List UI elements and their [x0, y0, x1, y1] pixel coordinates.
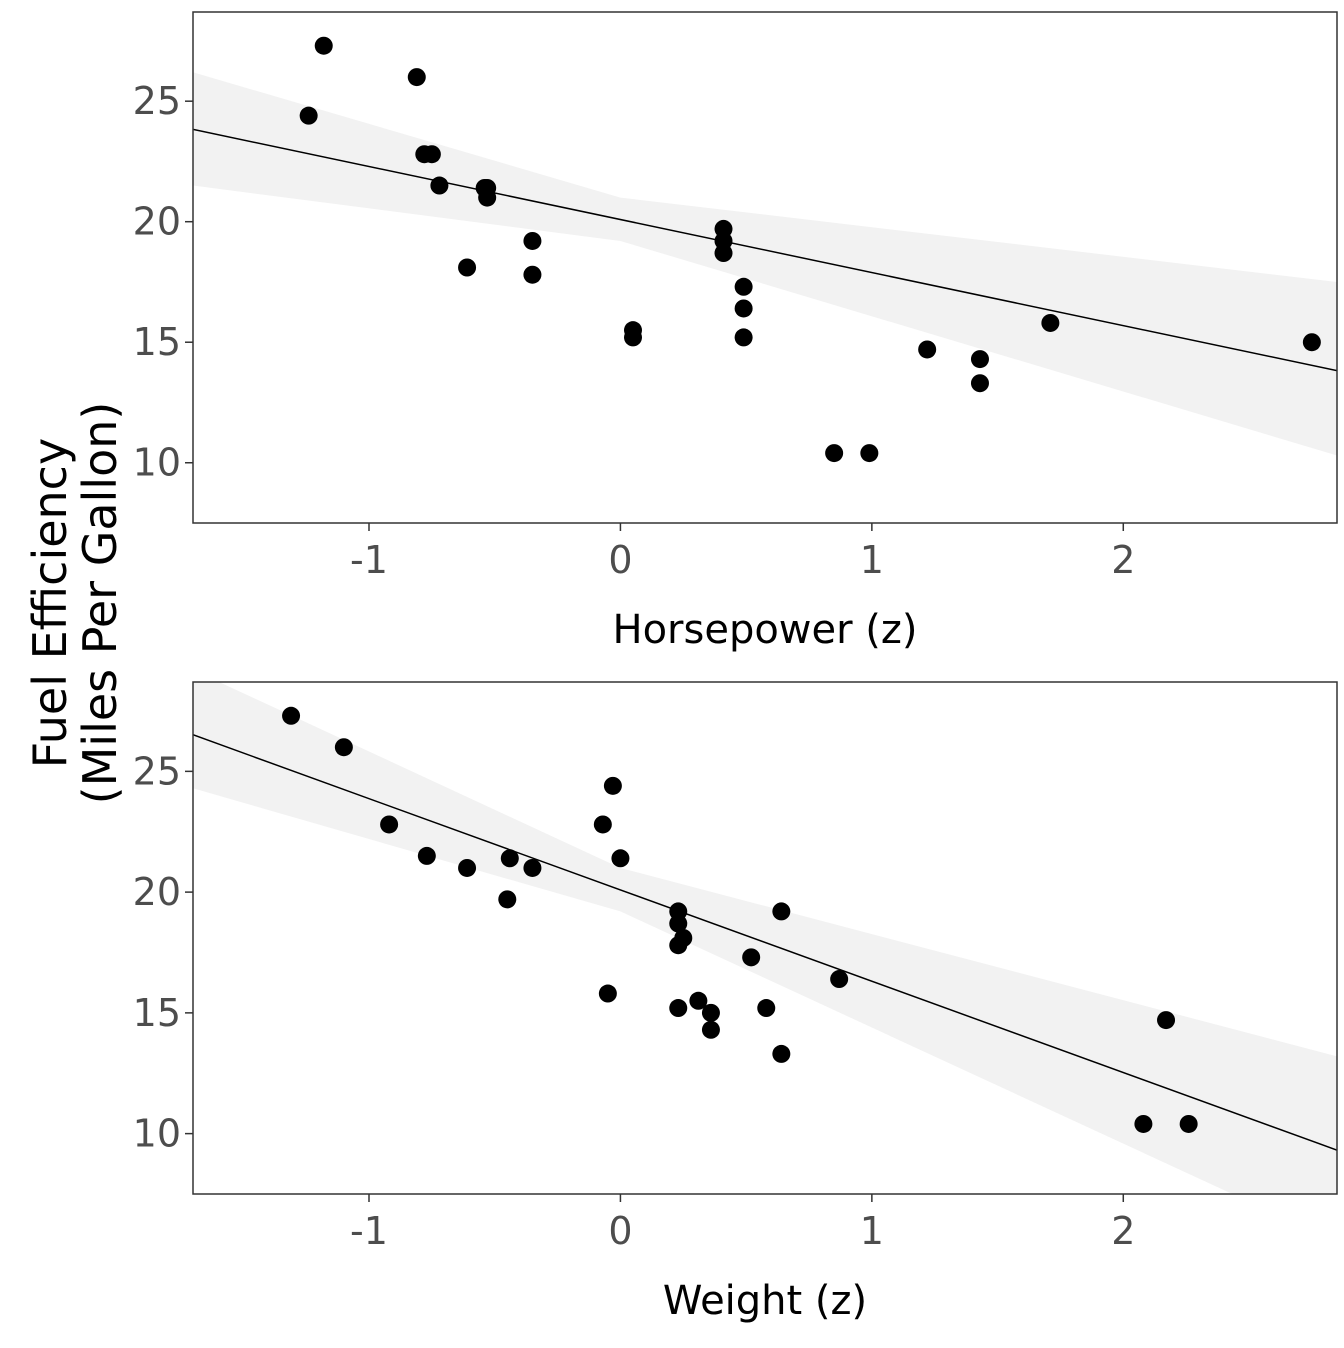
data-point: [458, 858, 477, 877]
data-point: [523, 231, 542, 250]
plot-area: [193, 682, 1337, 1194]
data-point: [757, 999, 776, 1018]
regression-line: [193, 734, 1337, 1151]
x-tick-label: -1: [350, 1209, 388, 1253]
data-point: [701, 1020, 720, 1039]
data-point: [1134, 1114, 1153, 1133]
x-tick-label: 0: [608, 538, 632, 582]
y-axis-title: Fuel Efficiency (Miles Per Gallon): [23, 402, 127, 805]
data-point: [624, 328, 642, 347]
data-point: [714, 244, 733, 263]
y-tick-label: 10: [133, 1112, 181, 1156]
y-axis-title-line-1: Fuel Efficiency: [23, 438, 77, 768]
x-axis-title: Horsepower (z): [613, 607, 918, 653]
data-point: [701, 1003, 720, 1022]
data-point: [593, 815, 612, 834]
x-tick-label: 1: [860, 538, 884, 582]
panel-border: [192, 681, 1338, 1195]
data-point: [734, 328, 753, 347]
data-point: [430, 176, 449, 195]
data-point: [523, 265, 542, 284]
y-tick-label: 10: [133, 441, 181, 485]
data-point: [669, 914, 688, 933]
x-tick-label: -1: [350, 538, 388, 582]
y-tick-label: 20: [133, 200, 181, 244]
regression-line: [193, 128, 1337, 372]
data-point: [1157, 1011, 1176, 1030]
data-point: [478, 188, 497, 207]
x-tick-label: 2: [1111, 538, 1135, 582]
data-point: [1041, 313, 1060, 332]
y-tick-label: 15: [133, 991, 181, 1035]
x-tick-label: 0: [608, 1209, 632, 1253]
horsepower-panel: 10 15 20 25 -1 0 1 2 Horsepower (z): [133, 11, 1338, 653]
plot-area: [193, 36, 1337, 463]
x-tick-label: 1: [860, 1209, 884, 1253]
confidence-band: [193, 682, 1337, 1194]
data-point: [734, 277, 753, 296]
weight-panel: 10 15 20 25 -1 0 1 2 Weight (z): [133, 681, 1338, 1324]
data-point: [970, 350, 989, 369]
data-point: [734, 299, 753, 318]
data-point: [970, 374, 989, 393]
y-tick-label: 20: [133, 870, 181, 914]
data-point: [407, 68, 426, 87]
data-point: [458, 258, 477, 277]
data-point: [603, 776, 622, 795]
data-point: [689, 991, 708, 1010]
data-point: [669, 999, 688, 1018]
y-axis-title-line-2: (Miles Per Gallon): [73, 402, 127, 805]
data-point: [1302, 333, 1321, 352]
data-point: [299, 106, 318, 125]
data-point: [282, 706, 301, 725]
data-point: [334, 738, 353, 757]
data-point: [314, 36, 333, 55]
data-point: [772, 902, 791, 921]
y-tick-label: 25: [133, 749, 181, 793]
data-point: [611, 849, 630, 868]
data-point: [500, 849, 519, 868]
data-point: [523, 858, 542, 877]
x-axis-title: Weight (z): [663, 1278, 867, 1324]
data-point: [380, 815, 399, 834]
data-point: [422, 145, 441, 164]
data-point: [918, 340, 937, 359]
panel-border: [192, 11, 1338, 524]
data-point: [1179, 1114, 1198, 1133]
data-point: [742, 948, 761, 967]
data-point: [825, 444, 844, 463]
x-tick-label: 2: [1111, 1209, 1135, 1253]
data-point: [498, 890, 517, 909]
data-point: [417, 846, 436, 865]
data-point: [598, 984, 617, 1003]
data-point: [772, 1044, 791, 1063]
data-point: [860, 444, 879, 463]
y-tick-label: 25: [133, 79, 181, 123]
data-point: [669, 936, 688, 955]
y-tick-label: 15: [133, 320, 181, 364]
data-point: [830, 970, 849, 989]
confidence-band: [193, 72, 1337, 456]
